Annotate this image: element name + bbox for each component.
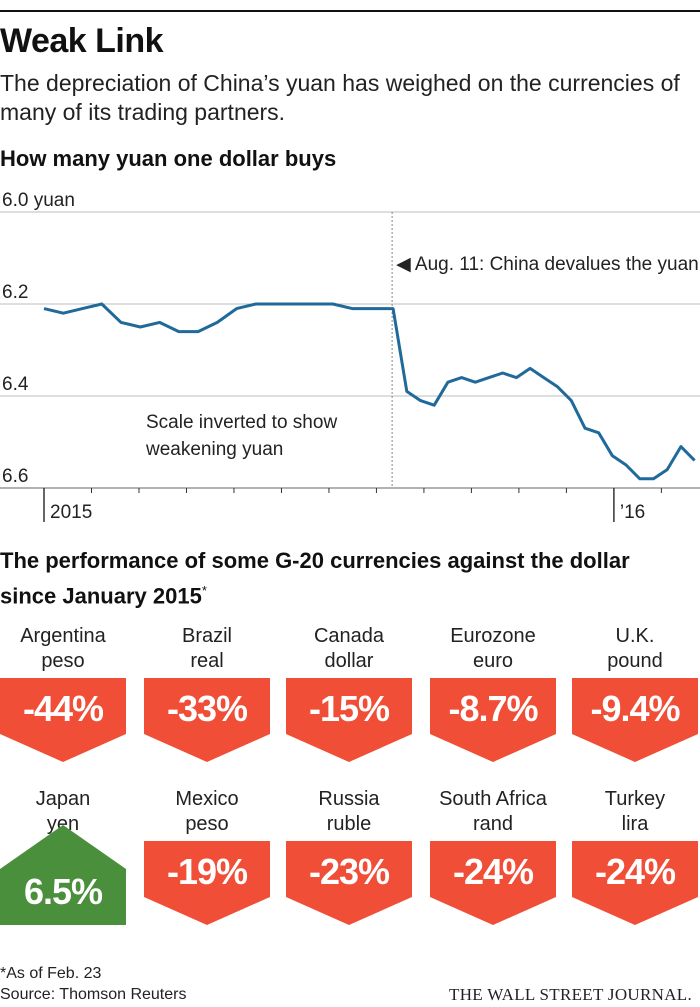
- down-arrow-badge: -8.7%: [430, 678, 556, 762]
- currency-change-value: 6.5%: [23, 871, 103, 912]
- up-arrow-badge: 6.5%: [0, 825, 126, 925]
- currency-country: Japan: [35, 788, 91, 810]
- currency-country: U.K.: [615, 625, 655, 647]
- currency-cell: U.K. pound -9.4%: [572, 624, 698, 762]
- currency-cell: South Africa rand -24%: [430, 787, 556, 925]
- currency-country: Eurozone: [450, 625, 536, 647]
- down-arrow-badge: -23%: [286, 841, 412, 925]
- currency-change-value: -24%: [452, 851, 534, 892]
- currency-unit: real: [190, 650, 224, 672]
- currency-unit: ruble: [326, 813, 372, 835]
- down-arrow-icon: [0, 678, 126, 762]
- down-arrow-icon: [572, 841, 698, 925]
- down-arrow-icon: [286, 841, 412, 925]
- currency-country: Canada: [313, 625, 385, 647]
- currency-cell: Mexico peso -19%: [144, 787, 270, 925]
- publisher-brand: THE WALL STREET JOURNAL.: [449, 985, 692, 1004]
- currency-label: Mexico peso: [144, 787, 270, 841]
- currency-country: Russia: [318, 788, 380, 810]
- down-arrow-badge: -24%: [430, 841, 556, 925]
- currency-change-value: -9.4%: [590, 688, 680, 729]
- currency-cell: Russia ruble -23%: [286, 787, 412, 925]
- x-label-1: ’16: [620, 502, 645, 523]
- currency-country: South Africa: [439, 788, 547, 810]
- yuan-line-chart: 6.0 yuan 6.2 6.4 6.6 2015 ’16 ◀ Aug. 11: Chi…: [0, 190, 700, 523]
- currency-label: Turkey lira: [572, 787, 698, 841]
- devaluation-annotation: ◀ Aug. 11: China devalues the yuan.: [396, 254, 700, 275]
- currency-label: Japan yen: [0, 787, 126, 841]
- currency-unit: yen: [46, 813, 80, 835]
- currency-label: South Africa rand: [430, 787, 556, 841]
- currency-label: Canada dollar: [286, 624, 412, 678]
- down-arrow-icon: [144, 841, 270, 925]
- currency-change-value: -23%: [308, 851, 390, 892]
- currency-unit: euro: [472, 650, 514, 672]
- y-tick-label-3: 6.6: [2, 466, 28, 487]
- down-arrow-badge: -44%: [0, 678, 126, 762]
- currency-label: Argentina peso: [0, 624, 126, 678]
- currency-cell: Turkey lira -24%: [572, 787, 698, 925]
- page-title: Weak Link: [0, 22, 164, 60]
- y-tick-label-1: 6.2: [2, 282, 28, 303]
- currency-cell: Argentina peso -44%: [0, 624, 126, 762]
- currency-unit: pound: [607, 650, 663, 672]
- currency-cell: Brazil real -33%: [144, 624, 270, 762]
- currency-change-value: -24%: [594, 851, 676, 892]
- down-arrow-icon: [572, 678, 698, 762]
- currency-unit: peso: [185, 813, 229, 835]
- yuan-series-line: [43, 302, 696, 481]
- currency-unit: rand: [472, 813, 514, 835]
- x-label-0: 2015: [50, 502, 92, 523]
- currency-label: Eurozone euro: [430, 624, 556, 678]
- currency-country: Argentina: [20, 625, 106, 647]
- up-arrow-icon: [0, 825, 126, 925]
- page-subtitle: The depreciation of China’s yuan has wei…: [0, 70, 680, 125]
- down-arrow-badge: -19%: [144, 841, 270, 925]
- scale-note-line-2: weakening yuan: [145, 439, 283, 460]
- footnote: *As of Feb. 23 Source: Thomson Reuters: [0, 963, 186, 1005]
- currency-change-value: -33%: [166, 688, 248, 729]
- currency-cell: Eurozone euro -8.7%: [430, 624, 556, 762]
- currency-change-value: -8.7%: [448, 688, 538, 729]
- currency-cell: Japan yen 6.5%: [0, 787, 126, 925]
- currency-unit: peso: [41, 650, 85, 672]
- currency-unit: lira: [621, 813, 649, 835]
- currency-label: Brazil real: [144, 624, 270, 678]
- y-tick-label-2: 6.4: [2, 374, 29, 395]
- currency-change-value: -44%: [22, 688, 104, 729]
- down-arrow-icon: [430, 841, 556, 925]
- currency-country: Mexico: [175, 788, 239, 810]
- y-tick-label-0: 6.0 yuan: [2, 190, 75, 211]
- table-title-mark: *: [201, 583, 207, 598]
- currency-label: U.K. pound: [572, 624, 698, 678]
- down-arrow-badge: -9.4%: [572, 678, 698, 762]
- currency-cell: Canada dollar -15%: [286, 624, 412, 762]
- table-title-text: The performance of some G-20 currencies …: [0, 548, 630, 609]
- currency-country: Brazil: [181, 625, 232, 647]
- down-arrow-badge: -15%: [286, 678, 412, 762]
- down-arrow-badge: -33%: [144, 678, 270, 762]
- currency-label: Russia ruble: [286, 787, 412, 841]
- down-arrow-icon: [430, 678, 556, 762]
- currency-change-value: -15%: [308, 688, 390, 729]
- scale-note-line-1: Scale inverted to show: [146, 412, 337, 433]
- currency-country: Turkey: [604, 788, 666, 810]
- footnote-source: Source: Thomson Reuters: [0, 986, 187, 1003]
- down-arrow-icon: [286, 678, 412, 762]
- line-chart-title: How many yuan one dollar buys: [0, 146, 337, 171]
- top-rule: [0, 10, 700, 12]
- down-arrow-badge: -24%: [572, 841, 698, 925]
- footnote-asof: *As of Feb. 23: [0, 965, 102, 982]
- table-title: The performance of some G-20 currencies …: [0, 546, 690, 611]
- currency-change-value: -19%: [166, 851, 248, 892]
- down-arrow-icon: [144, 678, 270, 762]
- currency-unit: dollar: [324, 650, 374, 672]
